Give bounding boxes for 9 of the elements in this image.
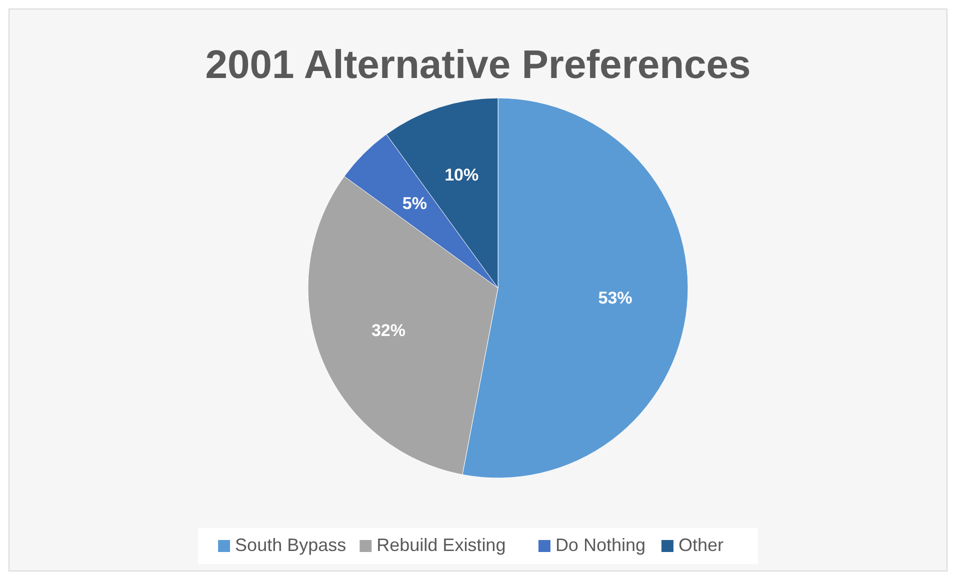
legend-label: Other	[678, 535, 724, 555]
data-label: 5%	[402, 194, 427, 214]
chart-title: 2001 Alternative Preferences	[205, 43, 751, 87]
data-label: 53%	[598, 288, 632, 308]
data-label: 10%	[444, 165, 479, 184]
data-label: 32%	[371, 320, 406, 340]
legend-label: Rebuild Existing	[376, 535, 506, 555]
legend-label: Do Nothing	[555, 535, 646, 555]
legend-label: South Bypass	[235, 535, 346, 555]
